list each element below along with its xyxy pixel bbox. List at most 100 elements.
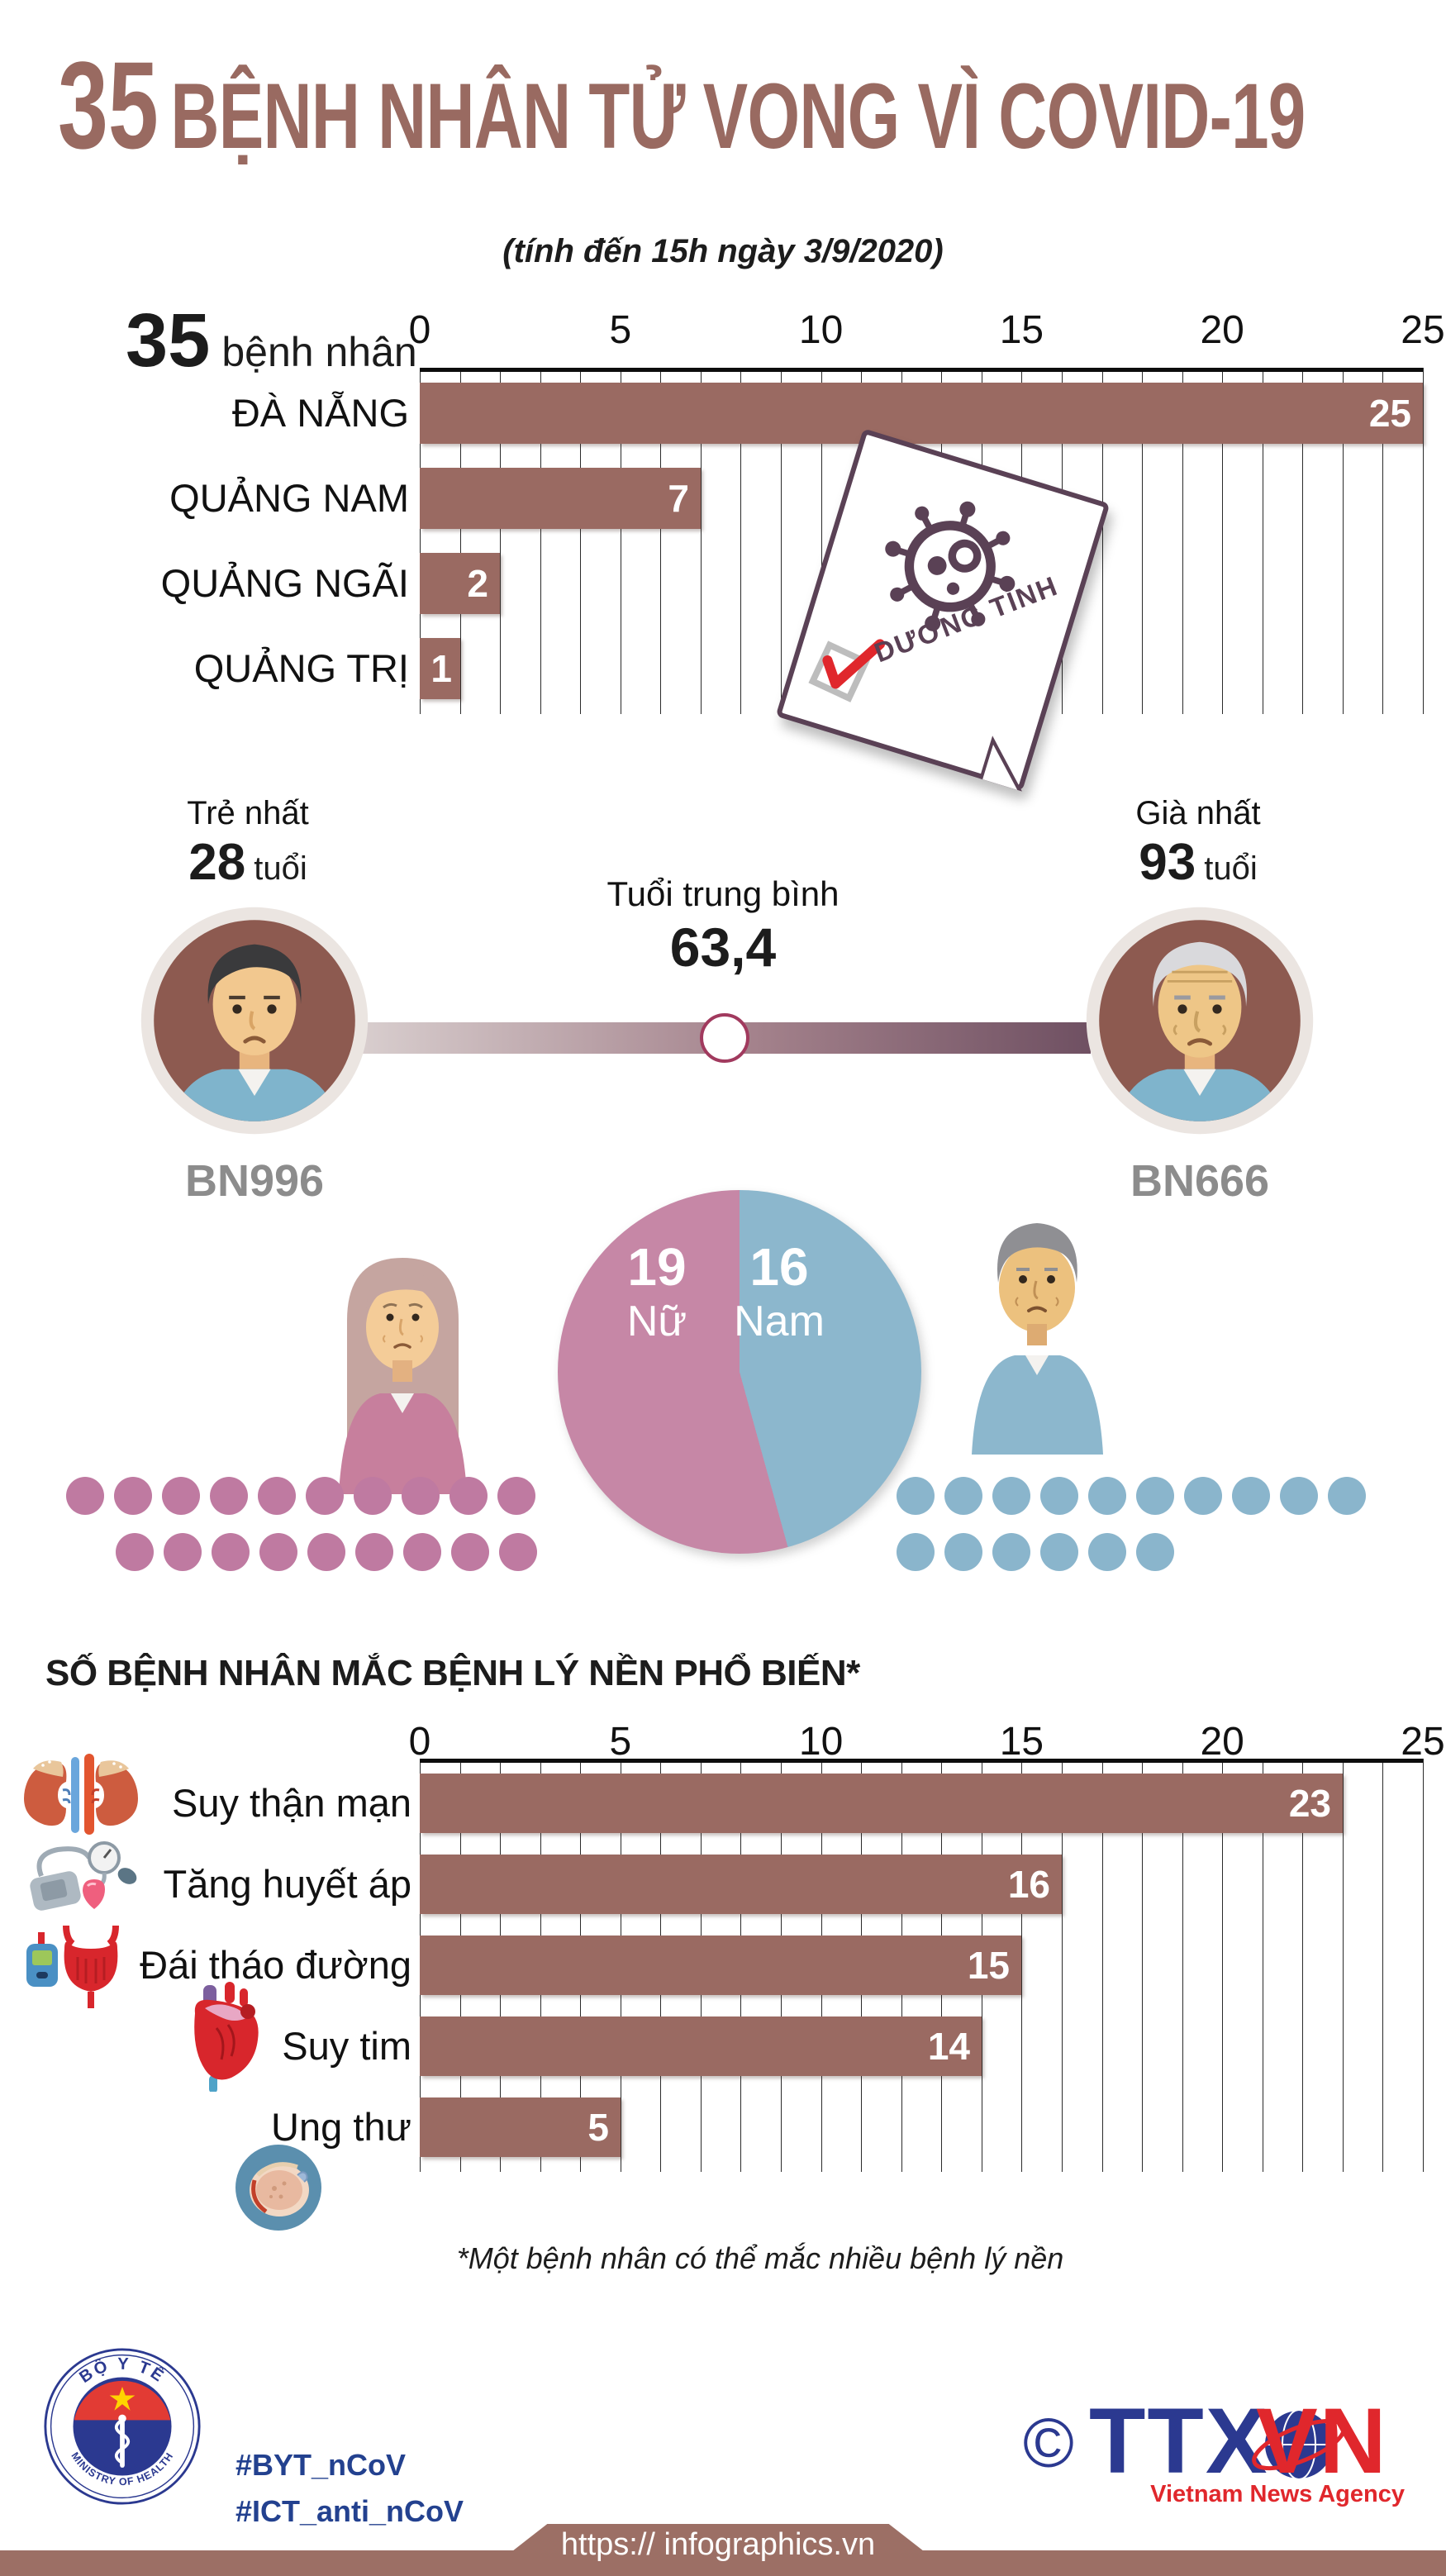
footer-url: https:// infographics.vn [560,2527,876,2562]
tick-label: 15 [999,1720,1044,1764]
male-dot [897,1477,935,1515]
tick-label: 10 [798,1720,844,1764]
male-dot [1328,1477,1366,1515]
category-label: Suy tim [282,2024,411,2068]
grid-line [1142,1759,1143,2172]
chart1-prefix-number: 35 [126,298,211,383]
average-age-value: 63,4 [669,917,777,978]
youngest-age-unit: tuổi [254,850,307,887]
bar: 7 [420,468,701,529]
female-dot [116,1533,154,1571]
bar-value: 7 [668,477,689,520]
pie-female-slice-label: 19 Nữ [591,1237,723,1345]
bar: 16 [420,1855,1062,1914]
female-dot [451,1533,489,1571]
grid-line [1343,1759,1344,2172]
globe-icon [1252,2409,1346,2480]
bar: 15 [420,1936,1021,1995]
male-dot [944,1533,982,1571]
chart1-prefix-label: bệnh nhân [221,329,417,375]
category-label: QUẢNG NAM [169,476,409,520]
x-axis-line [420,368,1423,372]
bar-value: 25 [1368,392,1411,435]
male-dot [1040,1477,1078,1515]
footer-url-tab [512,2524,924,2551]
tick-label: 15 [999,308,1044,352]
female-dot [499,1533,537,1571]
grid-line [420,368,421,714]
page-subtitle: (tính đến 15h ngày 3/9/2020) [502,233,944,269]
oldest-patient-id: BN666 [1130,1156,1270,1206]
grid-line [821,368,822,714]
grid-line [1423,1759,1424,2172]
bar-value: 1 [430,647,452,690]
bar-value: 16 [1007,1863,1050,1906]
category-label: Suy thận mạn [171,1781,411,1825]
grid-line [500,368,501,714]
ministry-of-health-logo: BỘ Y TẾ MINISTRY OF HEALTH [44,2348,201,2505]
grid-line [781,368,782,714]
title-number: 35 [58,36,159,174]
grid-line [1142,368,1143,714]
grid-line [1062,1759,1063,2172]
copyright-symbol: © [1023,2404,1074,2482]
category-label: Ung thư [271,2105,411,2149]
male-dot [1136,1477,1174,1515]
female-dot [114,1477,152,1515]
grid-line [460,368,461,714]
kidneys-icon [24,1754,138,1835]
tick-label: 20 [1200,1720,1244,1764]
bar-value: 5 [587,2106,609,2149]
grid-line [1423,368,1424,714]
agency-abbr-blue: TTX [1089,2389,1269,2493]
oldest-label: Già nhất [1135,795,1261,831]
agency-abbr-red: VN [1256,2389,1388,2493]
card-folded-corner-icon [979,736,1035,792]
category-label: ĐÀ NẴNG [231,391,409,435]
female-dot [66,1477,104,1515]
agency-name: Vietnam News Agency [1150,2481,1405,2507]
female-figure [339,1258,467,1494]
grid-line [1182,368,1183,714]
chart2-footnote: *Một bệnh nhân có thể mắc nhiều bệnh lý … [456,2241,1064,2275]
title-text: BỆNH NHÂN TỬ VONG VÌ COVID-19 [170,64,1306,168]
coronavirus-icon [885,501,1016,631]
female-dot [258,1477,296,1515]
grid-line [1182,1759,1183,2172]
grid-line [580,368,581,714]
grid-line [1302,1759,1303,2172]
bar-value: 15 [967,1944,1010,1987]
tick-label: 20 [1200,308,1244,352]
male-figure [972,1223,1103,1455]
checkbox-check-icon [808,639,886,702]
grid-line [1021,1759,1022,2172]
tick-label: 10 [798,308,844,352]
male-dot [897,1533,935,1571]
bar: 5 [420,2097,621,2157]
positive-test-card: DƯƠNG TÍNH [775,428,1111,792]
female-dot [164,1533,202,1571]
female-dot [402,1477,440,1515]
male-dot [1088,1533,1126,1571]
female-dot [306,1477,344,1515]
bar: 1 [420,638,460,699]
youngest-age: 28 tuổi [124,833,372,892]
male-dot [1088,1477,1126,1515]
female-count: 19 [627,1237,687,1297]
male-dot [944,1477,982,1515]
grid-line [1102,368,1103,714]
male-dot [992,1533,1030,1571]
grid-line [660,368,661,714]
category-label: Tăng huyết áp [163,1862,412,1906]
grid-line [1343,368,1344,714]
hashtag-ict: #ICT_anti_nCoV [235,2494,464,2528]
tick-label: 0 [408,308,431,352]
chart2-title: SỐ BỆNH NHÂN MẮC BỆNH LÝ NỀN PHỔ BIẾN* [45,1653,860,1693]
female-dot [403,1533,441,1571]
male-dot [1232,1477,1270,1515]
male-label: Nam [734,1297,825,1345]
grid-line [1102,1759,1103,2172]
grid-line [540,368,541,714]
female-dot [354,1477,392,1515]
tick-label: 0 [408,1720,431,1764]
